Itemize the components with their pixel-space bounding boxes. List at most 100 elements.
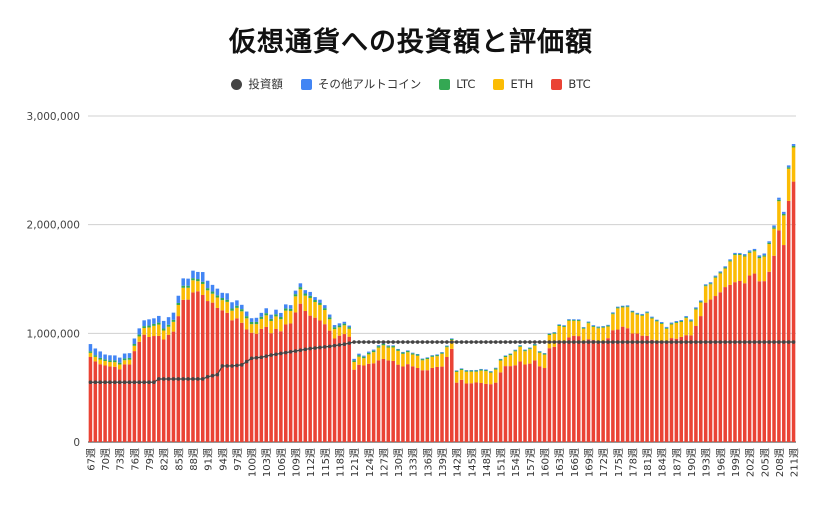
bar-btc [733,282,737,442]
x-tick-label: 67週 [85,448,97,471]
bar-ltc [635,313,640,315]
bar-btc [596,343,601,442]
bar-alt [728,259,732,261]
bar-btc [230,320,234,442]
bar-btc [762,281,767,442]
investment-point [362,340,366,344]
investment-point [342,342,347,347]
bar-btc [171,331,176,442]
bar-alt [611,312,615,314]
bar-ltc [240,309,244,312]
legend-item: LTC [439,76,475,92]
bar-eth [503,357,508,367]
bar-btc [616,329,620,442]
bar-alt [581,327,586,328]
bar-eth [108,362,112,367]
bar-ltc [469,370,474,372]
bar-alt [313,297,317,301]
x-tick-label: 112週 [305,448,317,477]
bar-btc [723,287,727,442]
bar-alt [445,345,449,347]
bar-ltc [664,327,669,329]
bar-ltc [718,272,723,274]
bar-eth [132,345,137,352]
bar-alt [367,351,371,353]
bar-eth [113,362,117,367]
bar-ltc [552,332,557,334]
bar-ltc [166,324,171,327]
bar-eth [718,273,723,293]
bar-ltc [283,308,288,311]
bar-btc [283,324,288,442]
bar-ltc [98,357,102,360]
investment-point [157,377,161,381]
bar-btc [396,364,400,442]
x-tick-label: 190週 [686,448,698,477]
investment-point [762,340,767,344]
investment-point [503,340,508,344]
bar-alt [528,347,532,349]
x-tick-label: 175週 [613,448,625,477]
bar-btc [166,334,171,442]
bar-eth [489,372,493,385]
bar-ltc [669,323,674,325]
bar-eth [728,261,732,285]
x-tick-label: 208週 [774,448,786,477]
bar-btc [103,365,107,442]
x-tick-label: 115週 [320,448,332,477]
investment-point [655,340,659,344]
bar-alt [396,348,400,350]
investment-point [498,340,503,344]
investment-point [225,364,229,368]
bar-eth [782,215,786,246]
bar-eth [88,352,93,357]
investment-point [718,340,723,344]
bar-alt [699,300,703,302]
bar-ltc [235,305,239,308]
bar-btc [620,326,625,442]
bar-btc [581,342,586,442]
legend-label: ETH [510,77,534,91]
bar-btc [200,294,205,442]
bar-btc [606,338,610,442]
x-tick-label: 94週 [217,448,229,471]
bar-ltc [147,325,151,328]
investment-point [371,340,376,344]
legend-label: LTC [456,77,476,91]
bar-alt [327,314,332,318]
bar-alt [357,353,361,356]
bar-btc [406,364,410,442]
legend-item: ETH [493,76,533,92]
bar-btc [88,356,93,442]
bar-alt [406,350,410,351]
bar-eth [703,286,708,303]
bar-alt [103,354,107,360]
bar-btc [669,338,674,442]
bar-eth [269,320,273,334]
bar-eth [420,360,425,371]
investment-point [674,340,679,344]
legend-item: BTC [551,76,591,92]
legend-label: BTC [568,77,591,91]
bar-ltc [713,276,718,278]
bar-alt [669,322,674,324]
investment-point [528,340,532,344]
bar-eth [586,323,591,340]
bar-ltc [464,370,469,372]
bar-alt [210,284,215,292]
bar-ltc [684,317,688,319]
bar-alt [415,353,420,355]
bar-alt [298,283,303,288]
bar-ltc [557,324,561,326]
x-tick-label: 73週 [115,448,127,471]
bar-alt [391,345,395,347]
bar-eth [220,300,225,311]
bar-ltc [386,346,391,348]
x-tick-label: 172週 [598,448,610,477]
x-tick-label: 145週 [466,448,478,477]
investment-point [288,350,293,354]
bar-btc [196,291,200,442]
investment-point [791,340,796,344]
investment-point [200,377,205,381]
bar-eth [327,319,332,331]
